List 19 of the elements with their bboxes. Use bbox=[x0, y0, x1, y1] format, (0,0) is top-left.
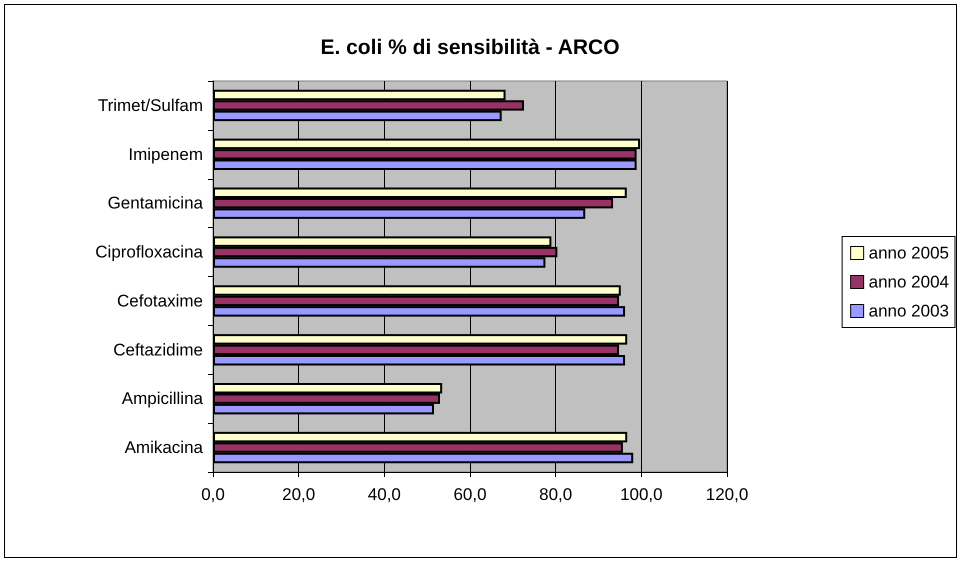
x-tick-label: 80,0 bbox=[539, 485, 572, 504]
y-tick-label: Ciprofloxacina bbox=[95, 242, 204, 262]
legend-label: anno 2005 bbox=[868, 244, 950, 262]
legend-label: anno 2004 bbox=[868, 272, 950, 292]
y-tick-label: Amikacina bbox=[124, 438, 204, 458]
y-tick-label: Gentamicina bbox=[108, 194, 204, 213]
legend-label: anno 2003 bbox=[868, 302, 950, 320]
y-tick-label: Ampicillina bbox=[122, 389, 204, 408]
x-tick-label: 60,0 bbox=[453, 485, 487, 504]
x-tick-label: 40,0 bbox=[368, 485, 401, 504]
chart-title: E. coli % di sensibilità - ARCO bbox=[320, 36, 620, 59]
x-tick-label: 100,0 bbox=[620, 485, 663, 504]
y-tick-label: Trimet/Sulfam bbox=[98, 96, 203, 115]
y-tick-label: Ceftazidime bbox=[113, 340, 203, 360]
y-tick-label: Cefotaxime bbox=[117, 291, 203, 310]
y-tick-label: Imipenem bbox=[128, 144, 203, 164]
x-tick-label: 0,0 bbox=[201, 485, 225, 504]
x-tick-label: 120,0 bbox=[706, 485, 748, 504]
x-tick-label: 20,0 bbox=[282, 485, 316, 504]
